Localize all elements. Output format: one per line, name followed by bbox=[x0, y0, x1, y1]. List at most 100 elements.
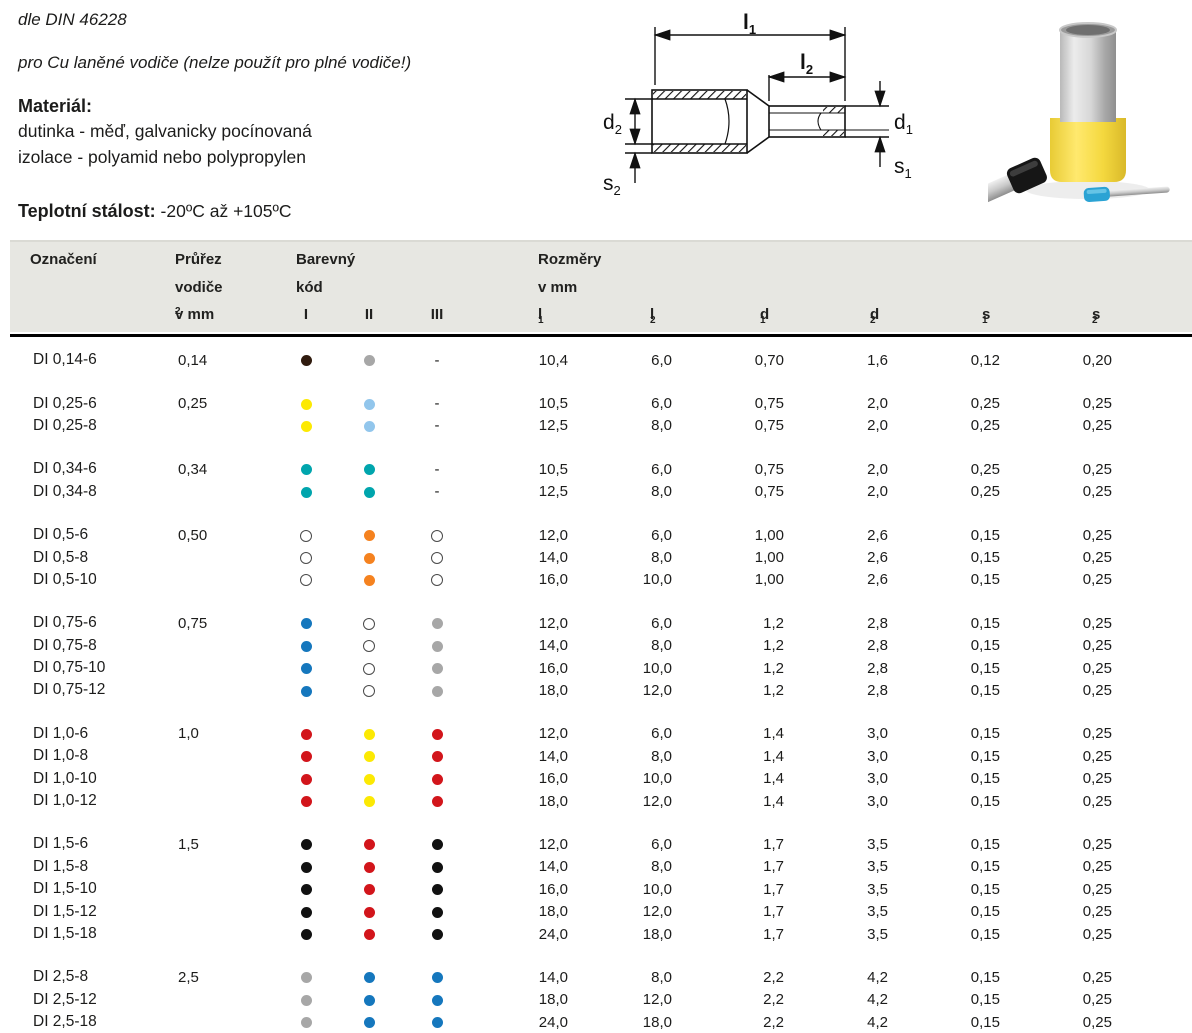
col-cross-section-unit: v mm 2 bbox=[175, 306, 215, 323]
dim-value-cell: 6,0 bbox=[651, 526, 672, 544]
designation-cell: DI 0,34-8 bbox=[33, 482, 97, 500]
color-code-cell bbox=[336, 748, 402, 765]
dim-value-cell: 4,2 bbox=[867, 1013, 888, 1031]
dim-value-cell: 6,0 bbox=[651, 460, 672, 478]
color-dot-blue bbox=[363, 1017, 375, 1029]
dim-value-cell: 0,15 bbox=[970, 968, 1000, 986]
color-code-cell bbox=[336, 615, 402, 632]
color-dot-gray bbox=[431, 685, 443, 697]
designation-cell: DI 0,75-6 bbox=[33, 614, 97, 632]
dim-value-cell: 0,25 bbox=[1082, 770, 1112, 788]
designation-cell: DI 1,0-6 bbox=[33, 724, 89, 742]
color-dot-blue bbox=[363, 972, 375, 984]
dim-value-cell: 8,0 bbox=[651, 747, 672, 765]
temperature-label: Teplotní stálost: bbox=[18, 201, 156, 221]
dim-value-cell: 0,75 bbox=[754, 395, 784, 413]
dim-value-cell: 0,15 bbox=[970, 835, 1000, 853]
designation-cell: DI 1,5-6 bbox=[33, 835, 89, 853]
color-code-cell: - bbox=[434, 460, 440, 478]
color-dot-red bbox=[300, 751, 312, 763]
table-group: DI 2,5-8 2,5 14,0 8,0 2,2 4,2 0,15 0,25 DI 2,5-1… bbox=[30, 966, 1112, 1033]
table-row: DI 0,25-6 0,25 - 10,5 6,0 0,75 2,0 0,25 0,25 bbox=[30, 392, 1112, 414]
color-code-cell bbox=[336, 352, 402, 369]
color-code-cell bbox=[336, 461, 402, 478]
dim-value-cell: 0,25 bbox=[1082, 792, 1112, 810]
dim-value-cell: 0,25 bbox=[1082, 747, 1112, 765]
color-code-cell bbox=[402, 903, 472, 920]
color-dot-blue bbox=[300, 685, 312, 697]
table-group: DI 1,0-6 1,0 12,0 6,0 1,4 3,0 0,15 0,25 DI 1,0-8… bbox=[30, 723, 1112, 813]
dim-value-cell: 0,25 bbox=[1082, 659, 1112, 677]
color-code-cell bbox=[276, 571, 336, 588]
dim-value-cell: 2,6 bbox=[867, 549, 888, 567]
cross-section-cell: 0,14 bbox=[178, 351, 208, 369]
dim-value-cell: 14,0 bbox=[538, 747, 568, 765]
color-code-cell bbox=[276, 417, 336, 434]
svg-text:s1: s1 bbox=[894, 155, 912, 181]
designation-cell: DI 2,5-8 bbox=[33, 968, 89, 986]
dim-value-cell: 3,0 bbox=[867, 770, 888, 788]
usage-note: pro Cu laněné vodiče (nelze použít pro p… bbox=[18, 53, 412, 72]
dim-value-cell: 0,25 bbox=[1082, 681, 1112, 699]
color-code-cell bbox=[402, 725, 472, 742]
dim-value-cell: 0,25 bbox=[1082, 614, 1112, 632]
designation-cell: DI 2,5-12 bbox=[33, 990, 97, 1008]
dim-value-cell: 12,5 bbox=[538, 417, 568, 435]
color-code-cell bbox=[276, 483, 336, 500]
color-code-cell bbox=[336, 637, 402, 654]
dim-value-cell: 0,25 bbox=[1082, 880, 1112, 898]
dim-value-cell: 6,0 bbox=[651, 835, 672, 853]
table-row: DI 1,5-10 16,0 10,0 1,7 3,5 0,15 0,25 bbox=[30, 878, 1112, 900]
color-dot-red bbox=[363, 929, 375, 941]
color-code-cell bbox=[402, 615, 472, 632]
dim-value-cell: 1,7 bbox=[763, 835, 784, 853]
designation-cell: DI 2,5-18 bbox=[33, 1013, 97, 1031]
table-row: DI 2,5-8 2,5 14,0 8,0 2,2 4,2 0,15 0,25 bbox=[30, 966, 1112, 988]
cross-section-cell: 0,25 bbox=[178, 395, 208, 413]
table-row: DI 1,0-8 14,0 8,0 1,4 3,0 0,15 0,25 bbox=[30, 745, 1112, 767]
color-code-cell bbox=[336, 881, 402, 898]
table-group: DI 0,25-6 0,25-10,5 6,0 0,75 2,0 0,25 0,25 DI 0… bbox=[30, 392, 1112, 437]
color-code-cell bbox=[276, 770, 336, 787]
color-code-cell bbox=[336, 725, 402, 742]
table-row: DI 0,25-8 - 12,5 8,0 0,75 2,0 0,25 0,25 bbox=[30, 415, 1112, 437]
dim-value-cell: 18,0 bbox=[642, 1013, 672, 1031]
color-dot-white bbox=[431, 529, 443, 542]
dim-value-cell: 8,0 bbox=[651, 858, 672, 876]
color-code-cell bbox=[336, 926, 402, 943]
dim-value-cell: 0,15 bbox=[970, 659, 1000, 677]
color-code-cell bbox=[336, 571, 402, 588]
dim-value-cell: 10,0 bbox=[642, 770, 672, 788]
dim-value-cell: 10,4 bbox=[538, 351, 568, 369]
dim-value-cell: 0,25 bbox=[1082, 991, 1112, 1009]
dim-value-cell: 8,0 bbox=[651, 549, 672, 567]
table-header: Označení Průřez vodiče v mm 2 Barevný kód… bbox=[0, 240, 1192, 332]
dim-value-cell: 0,25 bbox=[1082, 417, 1112, 435]
table-row: DI 0,5-8 14,0 8,0 1,00 2,6 0,15 0,25 bbox=[30, 546, 1112, 568]
dim-value-cell: 3,5 bbox=[867, 835, 888, 853]
dim-value-cell: 0,15 bbox=[970, 747, 1000, 765]
designation-cell: DI 1,0-12 bbox=[33, 792, 97, 810]
dim-value-cell: 4,2 bbox=[867, 991, 888, 1009]
color-dot-red bbox=[363, 906, 375, 918]
dim-value-cell: 16,0 bbox=[538, 770, 568, 788]
color-code-cell bbox=[276, 991, 336, 1008]
dim-value-cell: 6,0 bbox=[651, 395, 672, 413]
dim-value-cell: 2,8 bbox=[867, 681, 888, 699]
dim-value-cell: 2,0 bbox=[867, 460, 888, 478]
table-header-background bbox=[10, 240, 1192, 332]
designation-cell: DI 0,75-8 bbox=[33, 636, 97, 654]
table-row: DI 1,5-6 1,5 12,0 6,0 1,7 3,5 0,15 0,25 bbox=[30, 833, 1112, 855]
color-dot-turquoise bbox=[300, 486, 312, 498]
dim-value-cell: 12,0 bbox=[642, 903, 672, 921]
color-code-cell bbox=[276, 969, 336, 986]
dim-value-cell: 3,5 bbox=[867, 903, 888, 921]
color-code-cell bbox=[402, 881, 472, 898]
color-dot-blue bbox=[300, 640, 312, 652]
designation-cell: DI 0,5-8 bbox=[33, 548, 89, 566]
dim-value-cell: 0,25 bbox=[1082, 858, 1112, 876]
dim-value-cell: 0,25 bbox=[1082, 925, 1112, 943]
color-dot-white bbox=[363, 662, 375, 675]
